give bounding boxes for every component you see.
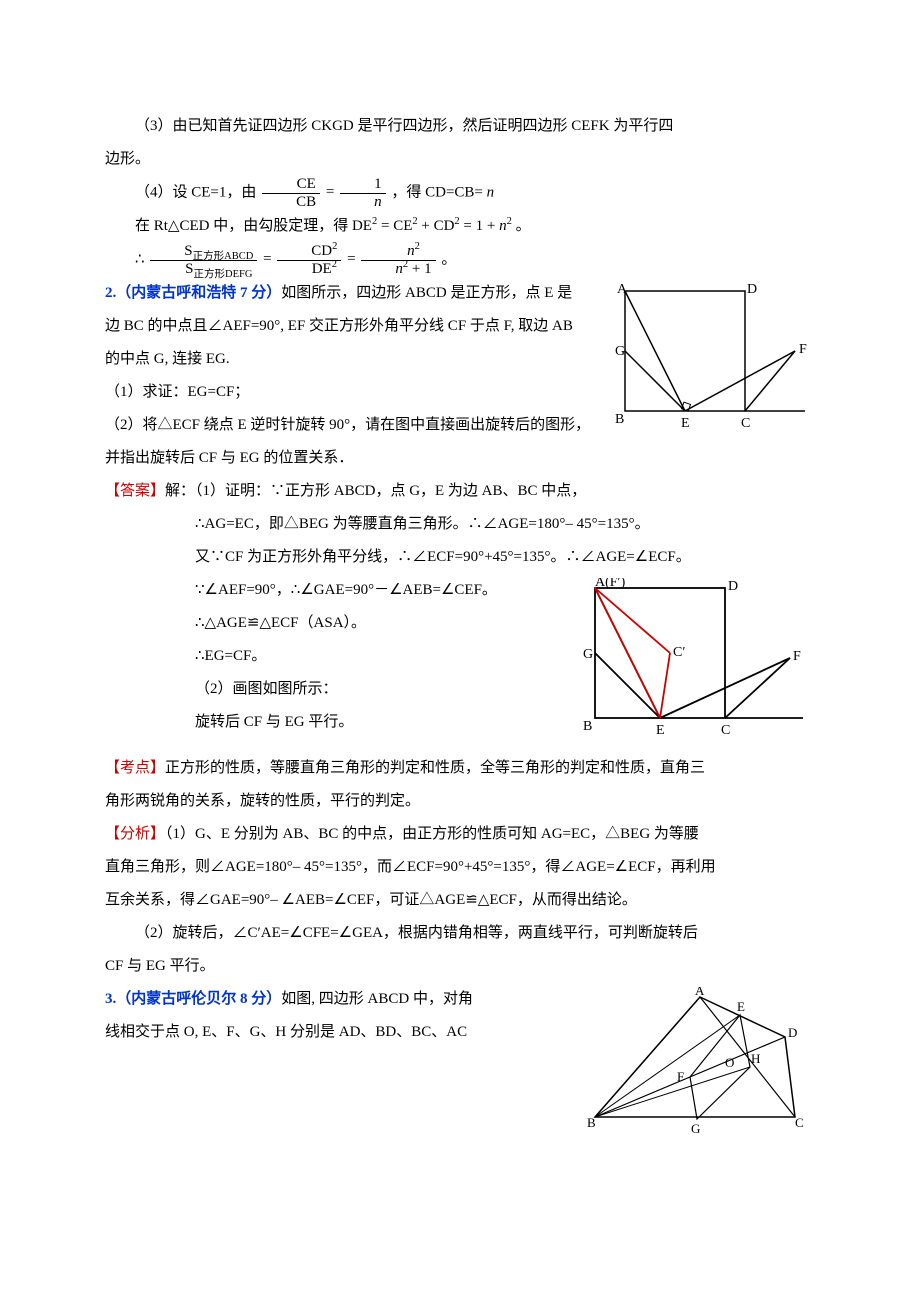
fig2-F: F (793, 649, 801, 664)
ans-label: 【答案】 (105, 483, 165, 499)
p1-line1a: （3）由已知首先证四边形 CKGD 是平行四边形，然后证明四边形 CEFK 为平… (105, 110, 815, 143)
fig1-B: B (615, 412, 624, 427)
p2-a3: 又∵CF 为正方形外角平分线，∴∠ECF=90°+45°=135°。∴∠AGE=… (105, 541, 815, 574)
p1-line3-a: 在 Rt△CED 中，由勾股定理，得 (135, 218, 352, 234)
fig2-G: G (583, 647, 593, 662)
p2-kp-b: 角形两锐角的关系，旋转的性质，平行的判定。 (105, 785, 815, 818)
p1-line2-b: ，得 CD=CB= (391, 184, 486, 200)
p1-line3-b: 。 (516, 218, 531, 234)
fig3-A: A (695, 987, 705, 998)
p3-head-b: 如图, 四边形 ABCD 中，对角 (281, 991, 473, 1007)
p1-line3: 在 Rt△CED 中，由勾股定理，得 DE2 = CE2 + CD2 = 1 +… (105, 210, 815, 243)
fig3-C: C (795, 1115, 804, 1130)
frac-cd-de: CD2 DE2 (277, 243, 341, 277)
p2-fx-b: 直角三角形，则∠AGE=180°– 45°=135°，而∠ECF=90°+45°… (105, 851, 815, 884)
p2-head-a: 2.（内蒙古呼和浩特 7 分） (105, 285, 281, 301)
fx-label: 【分析】 (105, 826, 165, 842)
p2-kp: 【考点】正方形的性质，等腰直角三角形的判定和性质，全等三角形的判定和性质，直角三 (105, 752, 815, 785)
fig3-E: E (737, 999, 745, 1014)
fig3-H: H (751, 1051, 760, 1066)
p2-fx-d: （2）旋转后，∠C′AE=∠CFE=∠GEA，根据内错角相等，两直线平行，可判断… (105, 917, 815, 950)
fig2-E: E (656, 723, 665, 738)
p2-fx-c: 互余关系，得∠GAE=90°– ∠AEB=∠CEF，可证△AGE≌△ECF，从而… (105, 884, 815, 917)
fig2-Cp: C′ (673, 645, 685, 660)
fig2-A: A(F′) (595, 578, 626, 590)
p2-fx: 【分析】（1）G、E 分别为 AB、BC 的中点，由正方形的性质可知 AG=EC… (105, 818, 815, 851)
p2-a2: ∴AG=EC，即△BEG 为等腰直角三角形。∴∠AGE=180°– 45°=13… (105, 508, 815, 541)
p2-ans: 【答案】解：（1）证明：∵正方形 ABCD，点 G，E 为边 AB、BC 中点， (105, 475, 815, 508)
fig1-E: E (681, 416, 690, 431)
p1-line4: ∴ S正方形ABCD S正方形DEFG = CD2 DE2 = n2 n2 + … (105, 243, 815, 277)
p2-head-b: 如图所示，四边形 ABCD 是正方形，点 E 是 (281, 285, 572, 301)
fig3-G: G (691, 1121, 700, 1136)
frac-1-n: 1 n (340, 176, 386, 210)
frac-ce-cb: CE CB (262, 176, 320, 210)
p1-line2: （4）设 CE=1，由 CE CB = 1 n ，得 CD=CB= n (105, 176, 815, 210)
fig1-D: D (747, 282, 757, 297)
p1-line2-a: （4）设 CE=1，由 (135, 184, 260, 200)
fig3-D: D (788, 1025, 797, 1040)
p1-line1b: 边形。 (105, 143, 815, 176)
fig1-G: G (615, 344, 625, 359)
kp-label: 【考点】 (105, 760, 165, 776)
fig2-D: D (728, 579, 738, 594)
fig1-C: C (741, 416, 750, 431)
figure-2: A(F′) D G C′ B E C F (575, 578, 815, 748)
fig2-C: C (721, 723, 730, 738)
figure-1: A D G B E C F (615, 281, 815, 451)
fig3-B: B (587, 1115, 596, 1130)
p2-fx-e: CF 与 EG 平行。 (105, 950, 815, 983)
fig1-F: F (799, 342, 807, 357)
fig2-B: B (583, 719, 592, 734)
fig3-O: O (725, 1055, 734, 1070)
p3-head-a: 3.（内蒙古呼伦贝尔 8 分） (105, 991, 281, 1007)
figure-3: A D B C E F G H O (585, 987, 815, 1137)
frac-s-ratio: S正方形ABCD S正方形DEFG (150, 243, 257, 277)
frac-n2-n2p1: n2 n2 + 1 (361, 243, 435, 277)
fig3-F: F (677, 1069, 684, 1084)
fig1-A: A (617, 282, 628, 297)
